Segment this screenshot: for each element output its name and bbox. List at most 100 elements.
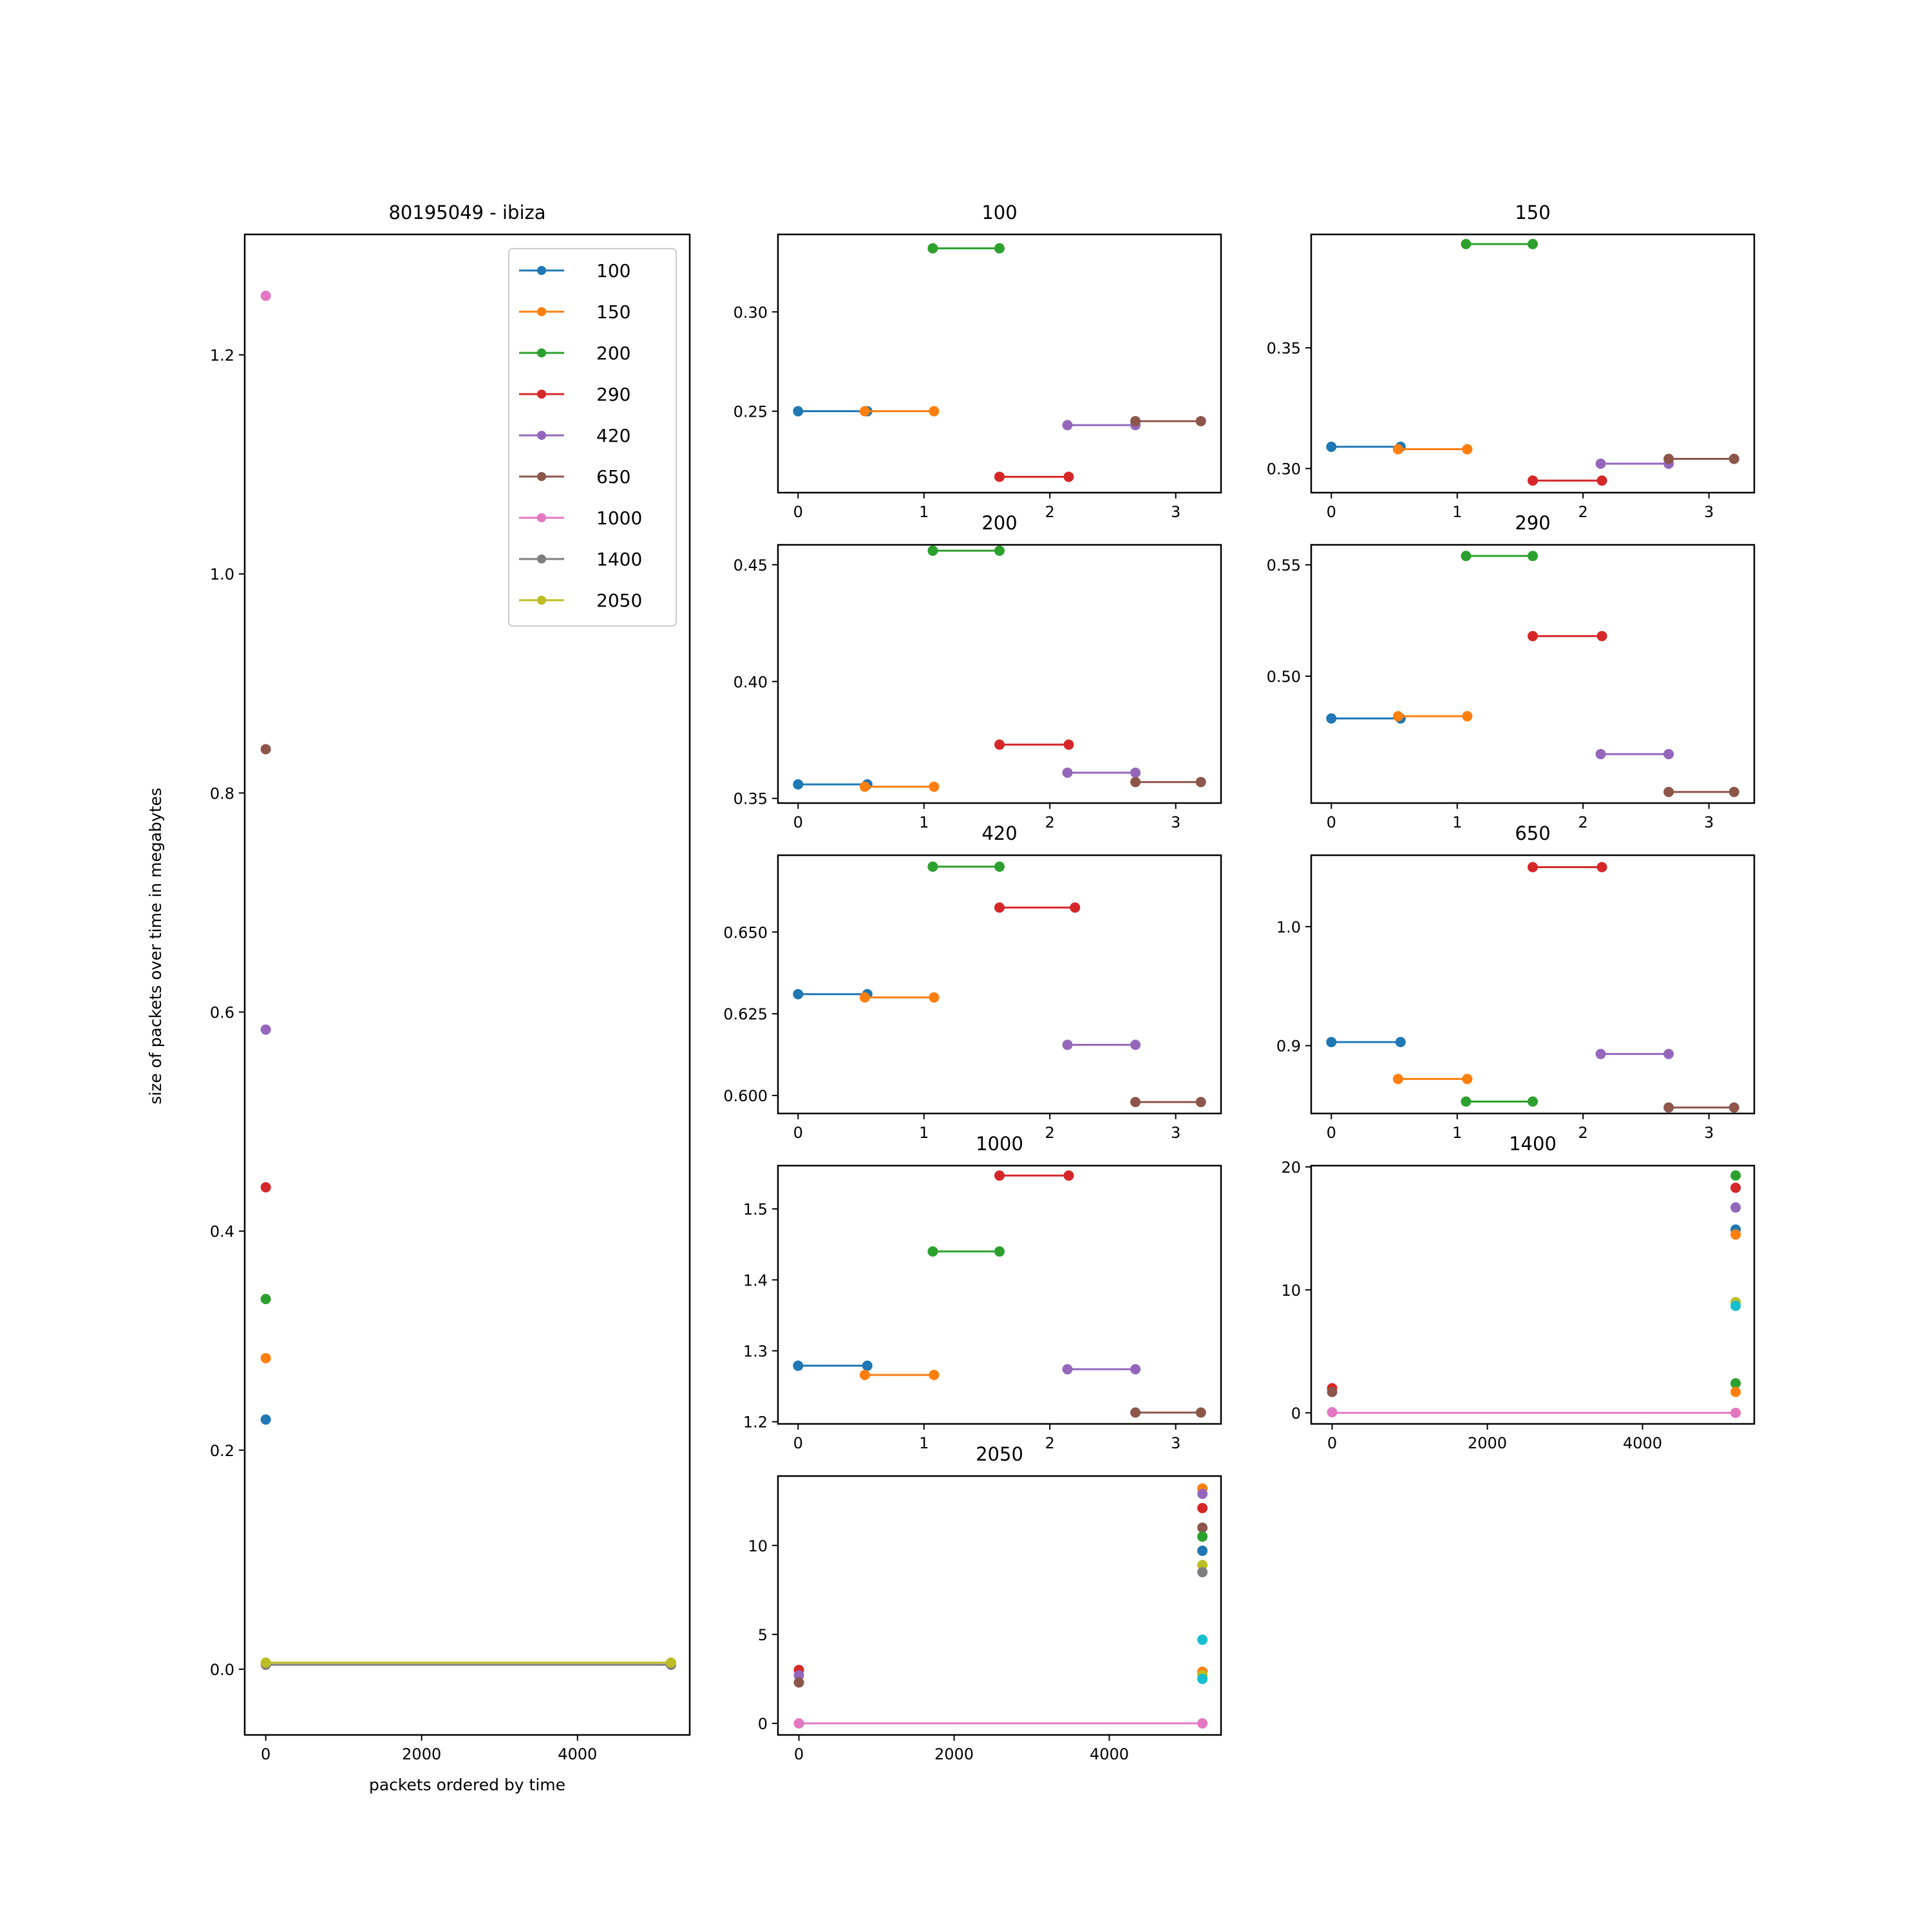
- legend-label-2050: 2050: [596, 590, 642, 611]
- data-point-200: [994, 861, 1005, 872]
- data-point-150: [859, 992, 870, 1003]
- data-point-2050: [260, 1657, 271, 1668]
- data-point-cyan: [1197, 1673, 1208, 1684]
- y-tick-label: 0.25: [734, 403, 768, 421]
- data-point-290: [1596, 475, 1607, 486]
- data-point-650: [1195, 777, 1206, 788]
- data-point-200: [994, 1246, 1005, 1257]
- chart-p1400: 1400 0 2000 4000 0 10 20: [1281, 1133, 1756, 1452]
- data-point-290: [1063, 471, 1074, 482]
- data-point-200: [994, 545, 1005, 556]
- chart-p2050: 2050 0 2000 4000 0 5 10: [748, 1443, 1222, 1763]
- data-point-420: [1062, 1364, 1073, 1375]
- data-point-200: [927, 243, 938, 254]
- data-point-200: [1461, 238, 1472, 249]
- data-point-420: [1663, 748, 1674, 759]
- x-tick-label: 1: [919, 813, 929, 831]
- x-tick-label: 0: [1327, 1434, 1337, 1452]
- data-point-420: [1130, 1364, 1141, 1375]
- y-tick-label: 0.55: [1267, 556, 1301, 574]
- data-point-150: [929, 406, 940, 417]
- legend-label-650: 650: [596, 466, 630, 488]
- y-tick-label: 1.2: [743, 1414, 768, 1432]
- chart-title: 1000: [976, 1133, 1023, 1155]
- data-point-290: [994, 739, 1005, 750]
- data-point-150: [1392, 444, 1403, 455]
- x-tick-label: 3: [1704, 1124, 1714, 1142]
- legend-label-200: 200: [596, 343, 630, 364]
- data-point-200: [994, 243, 1005, 254]
- x-tick-label: 2: [1045, 503, 1055, 521]
- plot-area: [1326, 238, 1739, 486]
- y-tick-label: 0.35: [1267, 339, 1301, 357]
- chart-title: 100: [981, 202, 1017, 223]
- chart-p150: 150 0 1 2 3 0.30 0.35: [1267, 202, 1756, 521]
- data-point-200: [1197, 1531, 1208, 1542]
- data-point-650: [1728, 453, 1739, 464]
- plot-area: [793, 243, 1206, 482]
- data-point-150: [1392, 711, 1403, 722]
- chart-title: 420: [981, 822, 1017, 844]
- data-point-150: [929, 1369, 940, 1380]
- chart-title: 2050: [976, 1443, 1023, 1465]
- data-point-420: [1730, 1202, 1741, 1213]
- y-tick-label: 0.625: [723, 1005, 768, 1023]
- data-point-200: [1528, 238, 1538, 249]
- data-point-650: [1197, 1522, 1208, 1533]
- y-tick-label: 0.35: [734, 790, 768, 808]
- legend: 100 150 200 290 420 650 1000 1400 2050: [508, 248, 677, 627]
- y-tick-label: 0: [758, 1715, 768, 1733]
- x-tick-label: 0: [1327, 813, 1336, 831]
- data-point-290: [1528, 862, 1538, 873]
- data-point-200: [1528, 551, 1538, 562]
- y-tick-label: 0.4: [210, 1223, 234, 1241]
- x-tick-label: 1: [919, 1434, 929, 1452]
- data-point-290: [1528, 630, 1538, 641]
- data-point-650: [1663, 453, 1674, 464]
- data-point-290: [1528, 475, 1538, 486]
- data-point-1400: [1197, 1567, 1208, 1578]
- data-point-650: [1130, 1097, 1141, 1108]
- data-point-200: [927, 861, 938, 872]
- data-point-1000: [260, 290, 271, 301]
- data-point-100: [862, 1360, 873, 1371]
- x-tick-label: 0: [794, 1745, 804, 1763]
- y-tick-label: 0.2: [210, 1442, 234, 1460]
- chart-title: 650: [1515, 822, 1550, 844]
- data-point-420: [793, 1670, 804, 1681]
- data-point-200: [927, 1246, 938, 1257]
- x-tick-label: 3: [1171, 503, 1180, 521]
- legend-label-100: 100: [596, 260, 630, 281]
- data-point-150: [1462, 444, 1473, 455]
- y-tick-label: 0.6: [210, 1004, 234, 1022]
- data-point-100: [793, 779, 804, 790]
- x-tick-label: 2: [1045, 813, 1055, 831]
- chart-p200: 200 0 1 2 3 0.35 0.40 0.45: [734, 512, 1222, 831]
- x-tick-label: 3: [1704, 813, 1714, 831]
- legend-marker-2050: [537, 596, 546, 605]
- y-tick-label: 0.650: [723, 923, 768, 942]
- y-tick-label: 10: [1281, 1282, 1301, 1300]
- x-tick-label: 0: [793, 503, 803, 521]
- legend-marker-1400: [537, 554, 546, 564]
- x-tick-label: 0: [261, 1745, 270, 1763]
- x-tick-label: 0: [793, 1434, 803, 1452]
- y-axis-label: size of packets over time in megabytes: [146, 788, 165, 1104]
- data-point-650: [1195, 415, 1206, 426]
- y-tick-label: 0.45: [734, 556, 768, 574]
- data-point-650: [793, 1677, 804, 1688]
- axes-frame: [777, 544, 1222, 804]
- x-tick-label: 2000: [1468, 1434, 1507, 1452]
- data-point-650: [1130, 777, 1141, 788]
- data-point-1000: [1327, 1406, 1338, 1417]
- data-point-200: [260, 1294, 271, 1305]
- axes-frame: [777, 1475, 1222, 1736]
- y-tick-label: 1.3: [743, 1343, 768, 1361]
- data-point-1000: [1730, 1407, 1741, 1418]
- data-point-650: [1327, 1387, 1338, 1397]
- y-tick-label: 1.4: [743, 1271, 768, 1289]
- data-point-150: [1730, 1387, 1741, 1397]
- x-tick-label: 0: [1327, 503, 1336, 521]
- y-tick-label: 0.40: [734, 673, 768, 691]
- x-tick-label: 2: [1045, 1434, 1055, 1452]
